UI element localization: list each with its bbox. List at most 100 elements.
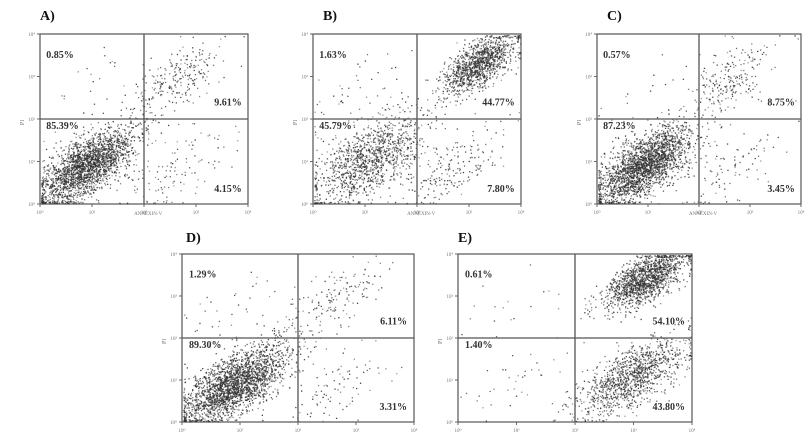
event-dot — [138, 179, 139, 180]
event-dot — [194, 155, 195, 156]
event-dot — [51, 203, 52, 204]
event-dot — [404, 143, 405, 144]
event-dot — [93, 162, 94, 163]
event-dot — [389, 109, 390, 110]
event-dot — [82, 154, 83, 155]
event-dot — [130, 115, 131, 116]
event-dot — [378, 140, 379, 141]
event-dot — [91, 165, 92, 166]
event-dot — [483, 46, 484, 47]
event-dot — [72, 148, 73, 149]
event-dot — [347, 172, 348, 173]
event-dot — [410, 111, 411, 112]
event-dot — [101, 187, 102, 188]
event-dot — [380, 147, 381, 148]
event-dot — [370, 179, 371, 180]
event-dot — [443, 73, 444, 74]
event-dot — [323, 180, 324, 181]
event-dot — [357, 143, 358, 144]
event-dot — [370, 138, 371, 139]
event-dot — [146, 127, 147, 128]
event-dot — [406, 164, 407, 165]
event-dot — [75, 173, 76, 174]
event-dot — [104, 163, 105, 164]
event-dot — [63, 200, 64, 201]
event-dot — [315, 172, 316, 173]
event-dot — [87, 191, 88, 192]
event-dot — [485, 70, 486, 71]
event-dot — [462, 57, 463, 58]
event-dot — [125, 95, 126, 96]
event-dot — [101, 149, 102, 150]
event-dot — [120, 146, 121, 147]
event-dot — [394, 168, 395, 169]
event-dot — [145, 99, 146, 100]
event-dot — [355, 174, 356, 175]
event-dot — [450, 102, 451, 103]
x-axis-label: ANNEXIN-V — [134, 212, 162, 217]
event-dot — [354, 188, 355, 189]
event-dot — [163, 82, 164, 83]
event-dot — [155, 92, 156, 93]
event-dot — [455, 78, 456, 79]
event-dot — [157, 82, 158, 83]
event-dot — [338, 143, 339, 144]
event-dot — [79, 165, 80, 166]
event-dot — [470, 74, 471, 75]
event-dot — [359, 167, 360, 168]
event-dot — [332, 179, 333, 180]
event-dot — [465, 72, 466, 73]
event-dot — [482, 72, 483, 73]
event-dot — [125, 139, 126, 140]
event-dot — [98, 139, 99, 140]
event-dot — [508, 69, 509, 70]
event-dot — [368, 199, 369, 200]
event-dot — [386, 170, 387, 171]
event-dot — [348, 175, 349, 176]
event-dot — [401, 135, 402, 136]
event-dot — [497, 67, 498, 68]
event-dot — [113, 135, 114, 136]
event-dot — [147, 166, 148, 167]
event-dot — [87, 186, 88, 187]
event-dot — [60, 186, 61, 187]
event-dot — [502, 36, 503, 37]
event-dot — [393, 160, 394, 161]
y-tick-label: 10¹ — [29, 160, 36, 166]
event-dot — [104, 47, 105, 48]
event-dot — [172, 182, 173, 183]
event-dot — [336, 151, 337, 152]
event-dot — [142, 128, 143, 129]
event-dot — [123, 85, 124, 86]
event-dot — [184, 70, 185, 71]
event-dot — [77, 148, 78, 149]
event-dot — [51, 158, 52, 159]
event-dot — [112, 172, 113, 173]
event-dot — [510, 37, 511, 38]
event-dot — [394, 159, 395, 160]
event-dot — [467, 84, 468, 85]
event-dot — [396, 161, 397, 162]
event-dot — [84, 182, 85, 183]
event-dot — [470, 76, 471, 77]
event-dot — [346, 163, 347, 164]
event-dot — [385, 126, 386, 127]
event-dot — [489, 66, 490, 67]
event-dot — [474, 66, 475, 67]
event-dot — [118, 181, 119, 182]
event-dot — [105, 176, 106, 177]
event-dot — [479, 42, 480, 43]
event-dot — [389, 154, 390, 155]
event-dot — [105, 129, 106, 130]
event-dot — [88, 173, 89, 174]
event-dot — [466, 74, 467, 75]
event-dot — [473, 63, 474, 64]
event-dot — [51, 193, 52, 194]
event-dot — [84, 130, 85, 131]
event-dot — [374, 159, 375, 160]
event-dot — [80, 137, 81, 138]
event-dot — [472, 81, 473, 82]
event-dot — [96, 148, 97, 149]
event-dot — [168, 187, 169, 188]
event-dot — [66, 176, 67, 177]
